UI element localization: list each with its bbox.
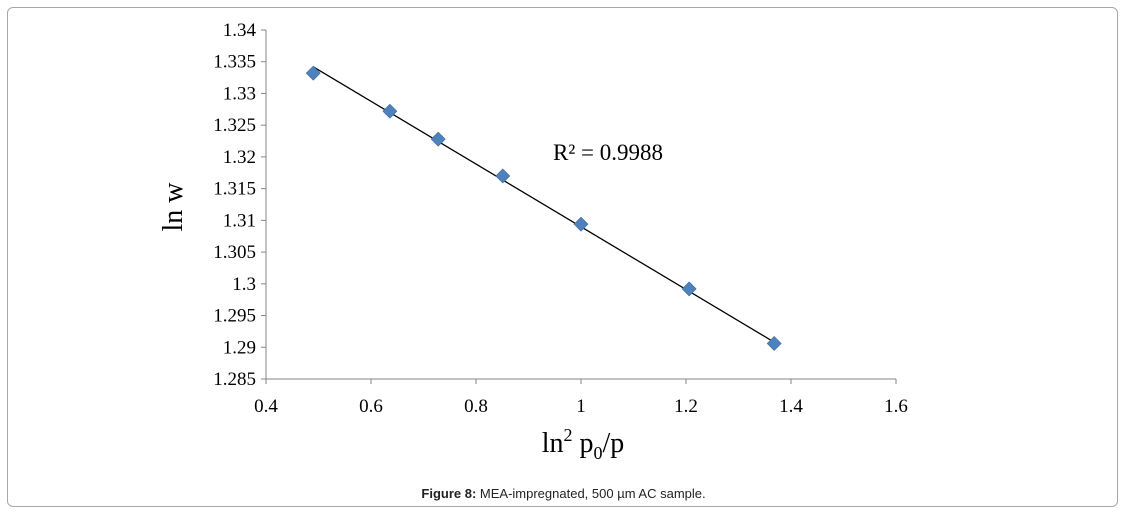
data-point xyxy=(430,131,446,147)
y-tick-label: 1.32 xyxy=(223,147,256,168)
figure-caption: Figure 8: MEA-impregnated, 500 µm AC sam… xyxy=(0,486,1127,501)
data-point xyxy=(382,103,398,119)
data-point xyxy=(495,168,511,184)
x-axis-title: ln2 p0/p xyxy=(542,425,625,463)
x-tick-label: 0.6 xyxy=(359,396,383,417)
x-tick-label: 1.6 xyxy=(884,396,908,417)
figure-frame xyxy=(7,7,1118,507)
y-tick-label: 1.3 xyxy=(232,274,256,295)
data-point xyxy=(305,65,321,81)
data-point xyxy=(573,216,589,232)
x-axis-title-tail: /p xyxy=(603,428,625,459)
y-tick-label: 1.315 xyxy=(213,179,256,200)
x-tick-label: 0.4 xyxy=(254,396,278,417)
y-tick-label: 1.285 xyxy=(213,369,256,390)
data-points xyxy=(305,65,782,351)
y-tick-label: 1.34 xyxy=(223,20,257,41)
x-tick-label: 1.4 xyxy=(779,396,803,417)
caption-label: Figure 8: xyxy=(421,486,477,501)
y-tick-label: 1.31 xyxy=(223,210,256,231)
y-tick-label: 1.325 xyxy=(213,115,256,136)
data-point xyxy=(681,281,697,297)
y-tick-label: 1.295 xyxy=(213,306,256,327)
x-axis-title-sub: 0 xyxy=(594,443,603,463)
caption-text: MEA-impregnated, 500 µm AC sample. xyxy=(476,486,706,501)
y-tick-label: 1.29 xyxy=(223,337,256,358)
y-tick-label: 1.33 xyxy=(223,83,256,104)
x-tick-label: 1 xyxy=(576,396,586,417)
trendline xyxy=(312,66,775,343)
r-squared-annotation: R² = 0.9988 xyxy=(553,140,663,165)
y-axis-title: ln w xyxy=(158,182,189,232)
data-point xyxy=(766,336,782,351)
x-tick-label: 1.2 xyxy=(674,396,698,417)
x-tick-label: 0.8 xyxy=(464,396,488,417)
x-axis-title-p: p xyxy=(573,428,594,459)
y-axis-ticks: 1.285 1.29 1.295 1.3 1.305 1.31 1.315 1.32 1.325… xyxy=(213,20,266,390)
y-tick-label: 1.305 xyxy=(213,242,256,263)
x-axis-title-sup: 2 xyxy=(564,425,573,445)
x-axis-title-ln: ln xyxy=(542,428,564,459)
y-tick-label: 1.335 xyxy=(213,52,256,73)
x-axis-ticks: 0.4 0.6 0.8 1 1.2 1.4 1.6 xyxy=(254,379,908,417)
